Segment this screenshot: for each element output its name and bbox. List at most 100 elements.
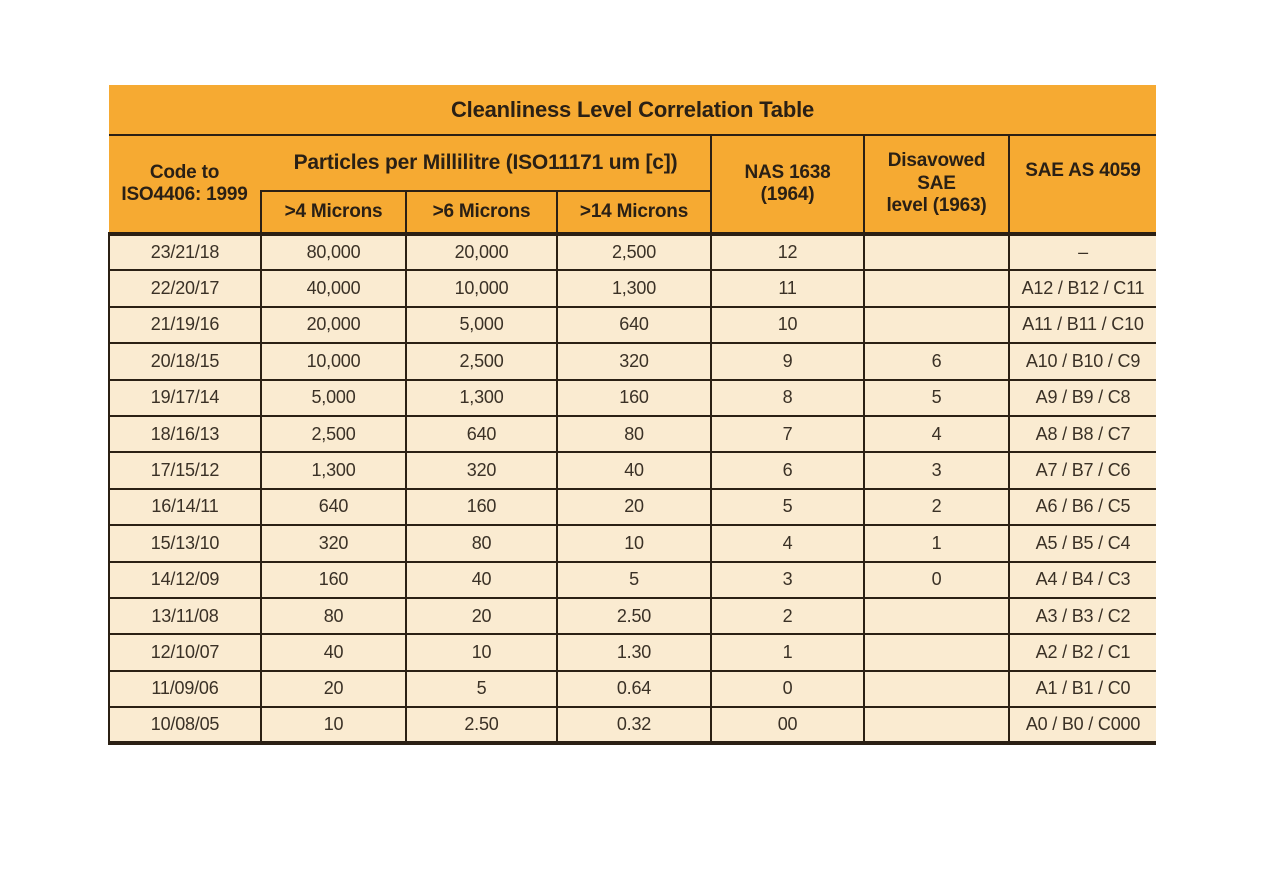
- table-cell: 20: [405, 597, 557, 636]
- table-cell: A3 / B3 / C2: [1008, 597, 1156, 636]
- table-cell: 11: [710, 270, 864, 308]
- table-cell: 2: [863, 488, 1009, 527]
- table-cell: 40: [260, 634, 406, 672]
- table-cell: 40,000: [260, 270, 406, 308]
- table-header: Cleanliness Level Correlation Table Code…: [109, 85, 1156, 234]
- table-cell: [863, 670, 1009, 709]
- table-cell: 21/19/16: [108, 306, 261, 345]
- table-row: 13/11/08 80 20 2.50 2 A3 / B3 / C2: [108, 597, 1156, 636]
- table-cell: 3: [710, 561, 864, 599]
- table-row: 19/17/14 5,000 1,300 160 8 5 A9 / B9 / C8: [108, 379, 1156, 417]
- table-cell: 6: [710, 452, 864, 490]
- table-cell: A4 / B4 / C3: [1008, 561, 1156, 599]
- table-cell: A12 / B12 / C11: [1008, 270, 1156, 308]
- table-cell: –: [1008, 231, 1156, 272]
- table-cell: 12/10/07: [108, 634, 261, 672]
- table-cell: 9: [710, 343, 864, 381]
- table-cell: 00: [710, 707, 864, 746]
- table-cell: 6: [863, 343, 1009, 381]
- table-body: 23/21/18 80,000 20,000 2,500 12–22/20/17 40,0…: [108, 231, 1156, 746]
- table-cell: 18/16/13: [108, 415, 261, 454]
- table-cell: 80: [556, 415, 711, 454]
- table-cell: 80: [405, 525, 557, 563]
- table-cell: A2 / B2 / C1: [1008, 634, 1156, 672]
- cleanliness-correlation-table: Cleanliness Level Correlation Table Code…: [108, 85, 1156, 746]
- table-cell: 2.50: [556, 597, 711, 636]
- table-row: 18/16/13 2,500 640 80 7 4 A8 / B8 / C7: [108, 415, 1156, 454]
- table-cell: 5: [863, 379, 1009, 417]
- table-cell: 20,000: [405, 231, 557, 272]
- table-cell: 2,500: [405, 343, 557, 381]
- table-cell: 640: [556, 306, 711, 345]
- column-header-iso-code: Code to ISO4406: 1999: [109, 135, 261, 234]
- header-row-upper: Code to ISO4406: 1999 Particles per Mill…: [109, 135, 1156, 234]
- table-cell: 640: [260, 488, 406, 527]
- table-row: 21/19/16 20,000 5,000 640 10 A11 / B11 / C10: [108, 306, 1156, 345]
- table-row: 15/13/10 320 80 10 4 1 A5 / B5 / C4: [108, 525, 1156, 563]
- table-cell: 320: [260, 525, 406, 563]
- table-cell: 10: [710, 306, 864, 345]
- table-row: 10/08/05 10 2.50 0.32 00 A0 / B0 / C000: [108, 707, 1156, 746]
- table-cell: [863, 231, 1009, 272]
- table-cell: 2,500: [556, 231, 711, 272]
- table-cell: 80: [260, 597, 406, 636]
- table-cell: A7 / B7 / C6: [1008, 452, 1156, 490]
- column-header-nas-1638: NAS 1638 (1964): [710, 135, 864, 234]
- table-cell: 2: [710, 597, 864, 636]
- table-cell: 2,500: [260, 415, 406, 454]
- table-cell: 5,000: [260, 379, 406, 417]
- column-header-gt4-microns: >4 Microns: [260, 191, 406, 234]
- table-cell: 1: [863, 525, 1009, 563]
- table-row: 17/15/12 1,300 320 40 6 3 A7 / B7 / C6: [108, 452, 1156, 490]
- table-row: 23/21/18 80,000 20,000 2,500 12 –: [108, 231, 1156, 272]
- table-cell: 0: [863, 561, 1009, 599]
- table-cell: 10/08/05: [108, 707, 261, 746]
- table-cell: A10 / B10 / C9: [1008, 343, 1156, 381]
- table-cell: 17/15/12: [108, 452, 261, 490]
- table-cell: 160: [405, 488, 557, 527]
- column-group-particles-per-millilitre: Particles per Millilitre (ISO11171 um [c…: [261, 135, 711, 192]
- title-row: Cleanliness Level Correlation Table: [109, 85, 1156, 136]
- table-cell: A0 / B0 / C000: [1008, 707, 1156, 746]
- table-cell: A9 / B9 / C8: [1008, 379, 1156, 417]
- table-cell: 1.30: [556, 634, 711, 672]
- table-cell: 19/17/14: [108, 379, 261, 417]
- table-cell: 22/20/17: [108, 270, 261, 308]
- table-cell: 1: [710, 634, 864, 672]
- table-cell: 12: [710, 231, 864, 272]
- table-cell: A5 / B5 / C4: [1008, 525, 1156, 563]
- table-title: Cleanliness Level Correlation Table: [109, 85, 1156, 136]
- table-cell: 10: [405, 634, 557, 672]
- table-cell: A8 / B8 / C7: [1008, 415, 1156, 454]
- table-cell: [863, 707, 1009, 746]
- table-cell: 14/12/09: [108, 561, 261, 599]
- table-cell: 5: [556, 561, 711, 599]
- table-cell: A11 / B11 / C10: [1008, 306, 1156, 345]
- column-header-sae-as-4059: SAE AS 4059: [1008, 135, 1156, 234]
- table-cell: [863, 270, 1009, 308]
- table-row: 20/18/15 10,000 2,500 320 9 6 A10 / B10 / C9: [108, 343, 1156, 381]
- table-cell: 160: [556, 379, 711, 417]
- table-cell: 40: [556, 452, 711, 490]
- table-cell: 80,000: [260, 231, 406, 272]
- table-cell: 0.64: [556, 670, 711, 709]
- table-cell: 20: [556, 488, 711, 527]
- table-row: 14/12/09 160 40 5 3 0 A4 / B4 / C3: [108, 561, 1156, 599]
- table-cell: 0: [710, 670, 864, 709]
- table-cell: 4: [863, 415, 1009, 454]
- table-cell: 13/11/08: [108, 597, 261, 636]
- table-cell: 3: [863, 452, 1009, 490]
- table-cell: 320: [556, 343, 711, 381]
- table-cell: 10,000: [260, 343, 406, 381]
- table-row: 11/09/06 20 5 0.64 0 A1 / B1 / C0: [108, 670, 1156, 709]
- table-cell: 7: [710, 415, 864, 454]
- header-row-microns: >4 Microns >6 Microns >14 Microns: [109, 191, 1156, 234]
- table-cell: 15/13/10: [108, 525, 261, 563]
- column-header-gt6-microns: >6 Microns: [405, 191, 557, 234]
- table-cell: 5: [710, 488, 864, 527]
- table-cell: [863, 597, 1009, 636]
- table-cell: 10,000: [405, 270, 557, 308]
- table-cell: 10: [556, 525, 711, 563]
- table-cell: 320: [405, 452, 557, 490]
- table-cell: 160: [260, 561, 406, 599]
